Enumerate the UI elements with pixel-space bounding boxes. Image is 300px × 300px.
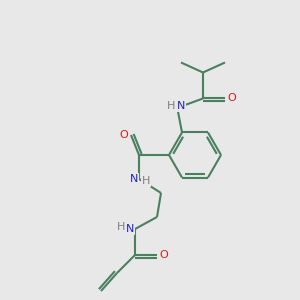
Text: N: N [126,224,134,234]
Text: H: H [142,176,150,186]
Text: N: N [130,174,138,184]
Text: O: O [160,250,168,260]
Text: H: H [117,222,125,232]
Text: O: O [228,94,236,103]
Text: H: H [167,101,175,112]
Text: N: N [177,101,185,112]
Text: O: O [120,130,128,140]
